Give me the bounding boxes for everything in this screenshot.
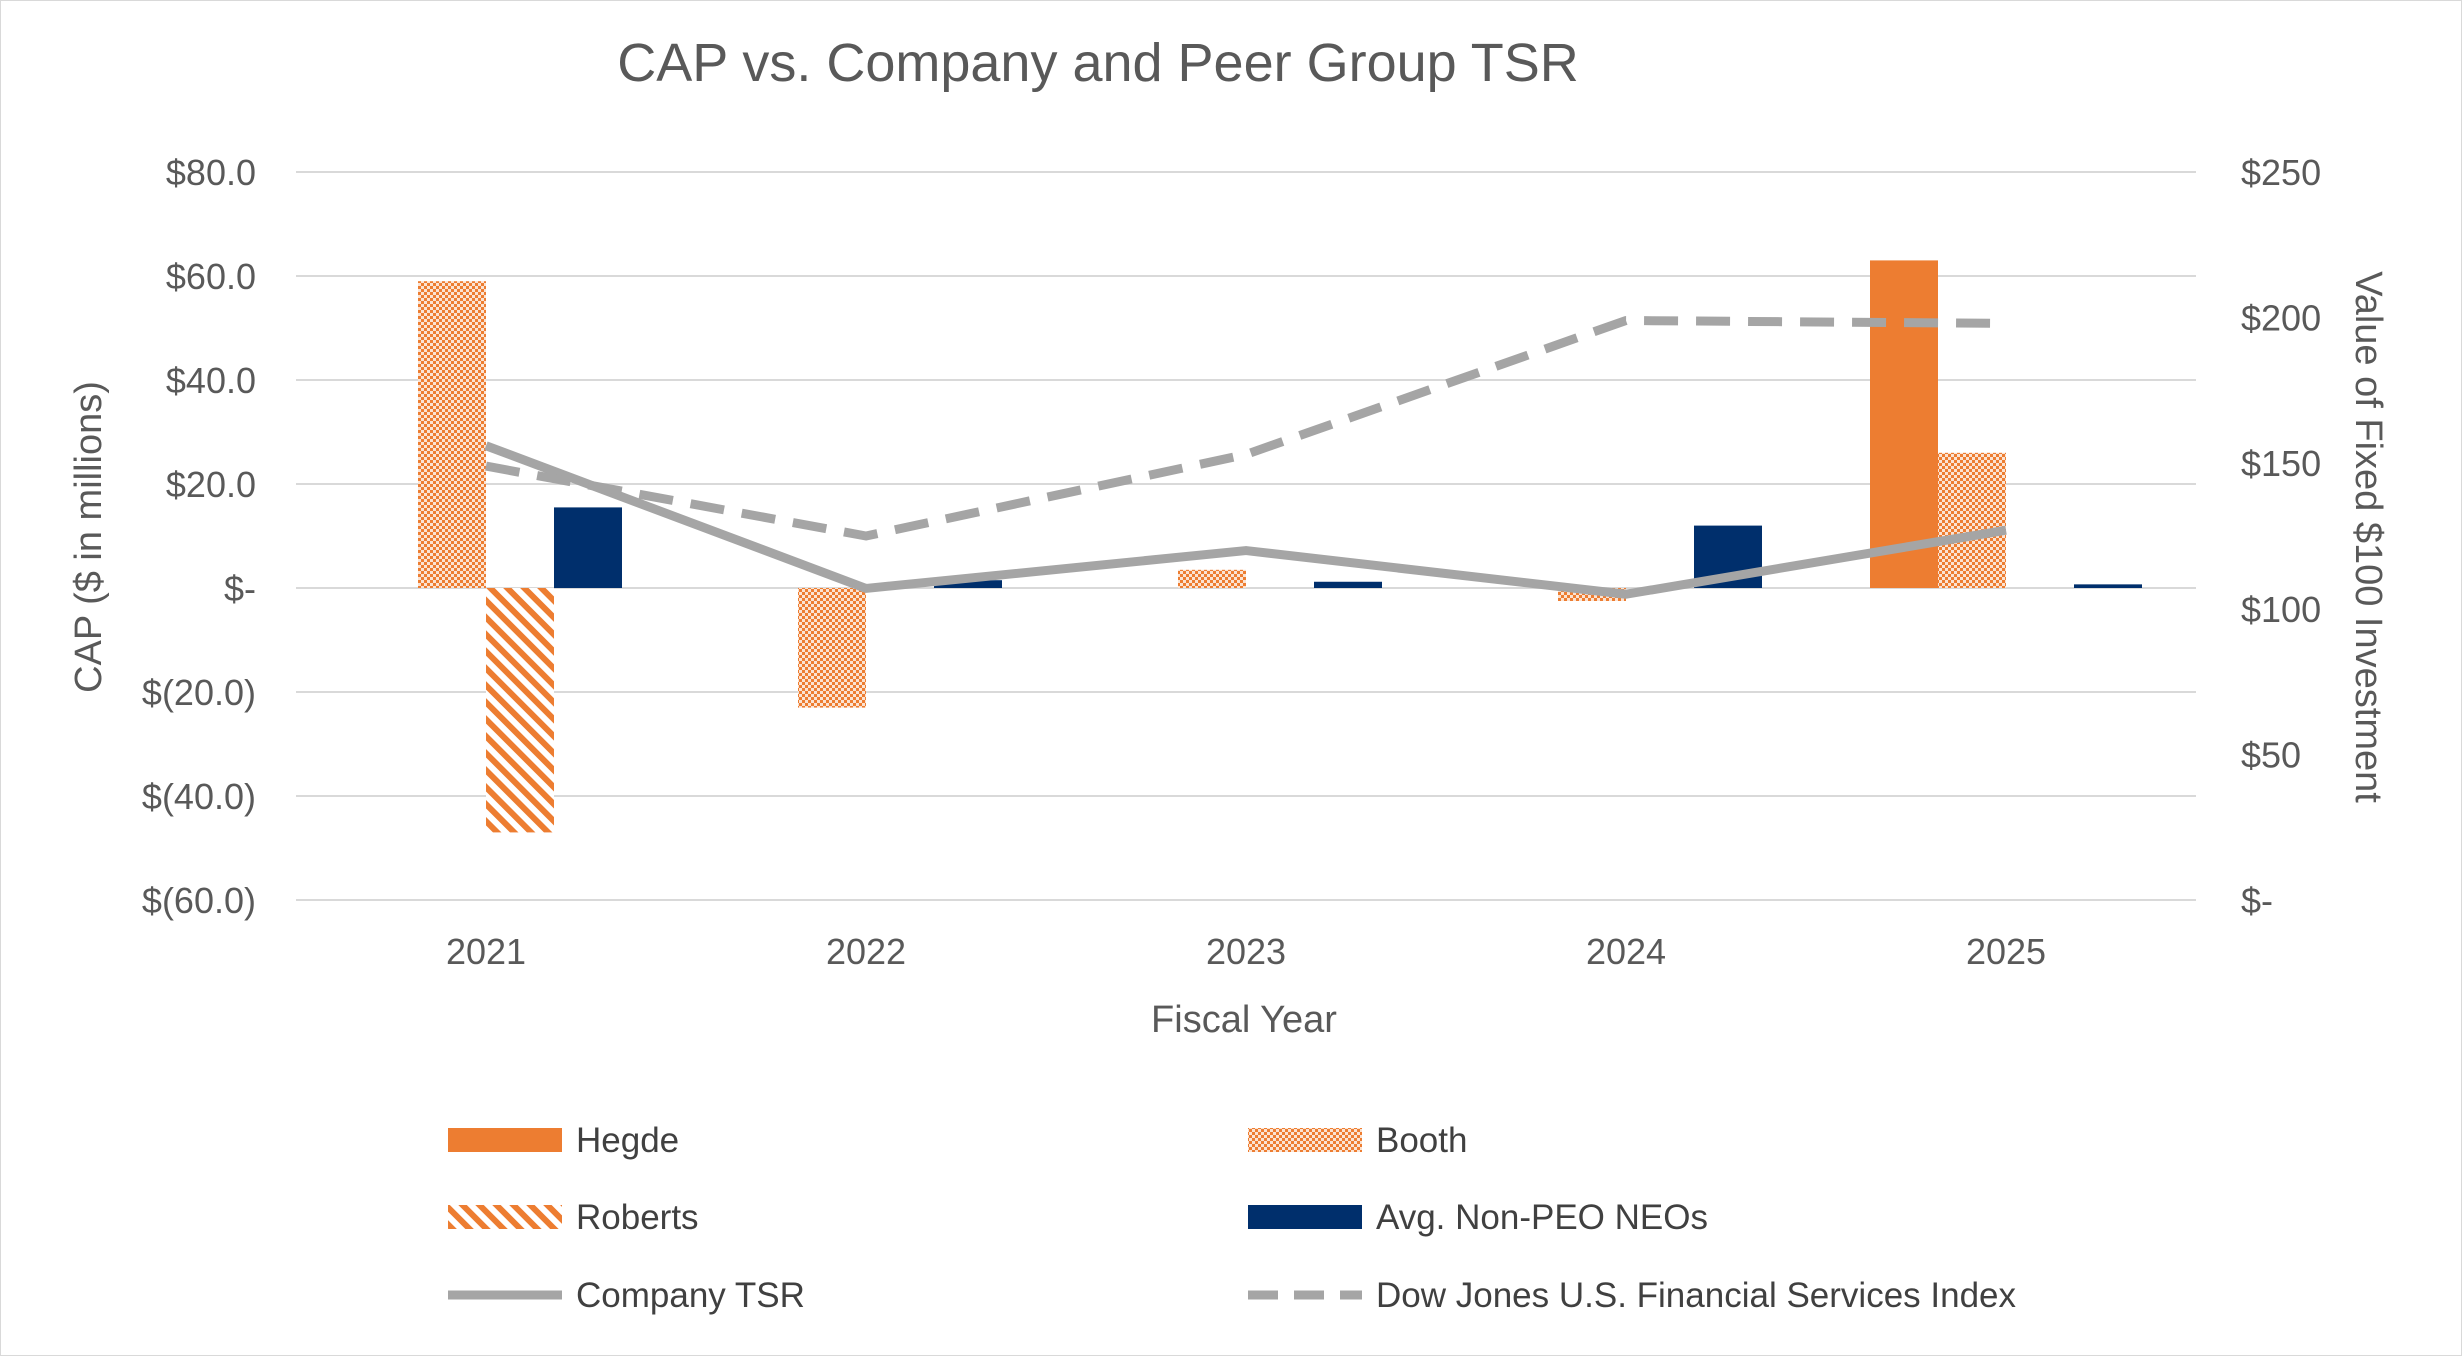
y-tick-label: $-: [224, 568, 256, 609]
y-tick-label: $(40.0): [142, 776, 256, 817]
x-tick-label: 2024: [1586, 931, 1666, 972]
y2-axis-ticks: $250 $200 $150 $100 $50 $-: [2241, 152, 2321, 921]
y-tick-label: $40.0: [166, 360, 256, 401]
y-axis-ticks: $80.0 $60.0 $40.0 $20.0 $- $(20.0) $(40.0) $(60…: [142, 152, 256, 921]
x-tick-label: 2023: [1206, 931, 1286, 972]
x-tick-label: 2025: [1966, 931, 2046, 972]
legend-item-avg-non-peo-neos: Avg. Non-PEO NEOs: [1248, 1198, 1708, 1237]
bar-booth-2021: [418, 281, 486, 588]
legend-swatch-roberts: [448, 1205, 562, 1229]
bar-hegde-2025: [1870, 260, 1938, 588]
y2-tick-label: $100: [2241, 589, 2321, 630]
legend-item-company-tsr: Company TSR: [448, 1276, 805, 1315]
y2-tick-label: $50: [2241, 734, 2301, 775]
legend-item-dow-jones-u-s-financial-services-index: Dow Jones U.S. Financial Services Index: [1248, 1276, 2016, 1315]
line-dow-jones-u-s-financial-services-index: [485, 316, 2007, 541]
y-tick-label: $80.0: [166, 152, 256, 193]
x-axis-ticks: 2021 2022 2023 2024 2025: [446, 931, 2046, 972]
legend-item-roberts: Roberts: [448, 1198, 699, 1237]
legend: Hegde Booth Roberts Avg. Non-PEO NEOs Compa…: [448, 1121, 2016, 1315]
x-tick-label: 2022: [826, 931, 906, 972]
y2-tick-label: $-: [2241, 880, 2273, 921]
y-tick-label: $60.0: [166, 256, 256, 297]
y2-axis-label: Value of Fixed $100 Investment: [2347, 271, 2389, 803]
bar-avg-non-peo-neos-2025: [2074, 584, 2142, 588]
y-tick-label: $(60.0): [142, 880, 256, 921]
legend-item-booth: Booth: [1248, 1121, 1467, 1160]
bar-avg-non-peo-neos-2023: [1314, 581, 1382, 588]
y2-tick-label: $150: [2241, 443, 2321, 484]
y2-tick-label: $200: [2241, 298, 2321, 339]
bar-avg-non-peo-neos-2022: [934, 580, 1002, 588]
legend-swatch-hegde: [448, 1128, 562, 1152]
bar-avg-non-peo-neos-2021: [554, 507, 622, 588]
chart-title: CAP vs. Company and Peer Group TSR: [617, 33, 1578, 93]
legend-label-roberts: Roberts: [576, 1198, 699, 1237]
x-axis-label: Fiscal Year: [1151, 999, 1337, 1041]
legend-swatch-avg-non-peo-neos: [1248, 1205, 1362, 1229]
bar-booth-2025: [1938, 452, 2006, 588]
x-tick-label: 2021: [446, 931, 526, 972]
y-axis-label: CAP ($ in millions): [68, 381, 110, 693]
bar-roberts-2021: [486, 588, 554, 833]
y2-tick-label: $250: [2241, 152, 2321, 193]
legend-item-hegde: Hegde: [448, 1121, 679, 1160]
legend-label-company-tsr: Company TSR: [576, 1276, 805, 1315]
y-tick-label: $(20.0): [142, 672, 256, 713]
y-tick-label: $20.0: [166, 464, 256, 505]
line-marks: [484, 316, 2007, 599]
legend-label-booth: Booth: [1376, 1121, 1467, 1160]
legend-label-avg-non-peo-neos: Avg. Non-PEO NEOs: [1376, 1198, 1708, 1237]
legend-label-dow-jones-u-s-financial-services-index: Dow Jones U.S. Financial Services Index: [1376, 1276, 2016, 1315]
legend-label-hegde: Hegde: [576, 1121, 679, 1160]
bar-booth-2022: [798, 588, 866, 708]
line-company-tsr: [484, 441, 2007, 599]
bar-marks: [418, 260, 2142, 833]
bar-booth-2023: [1178, 569, 1246, 588]
legend-swatch-booth: [1248, 1128, 1362, 1152]
